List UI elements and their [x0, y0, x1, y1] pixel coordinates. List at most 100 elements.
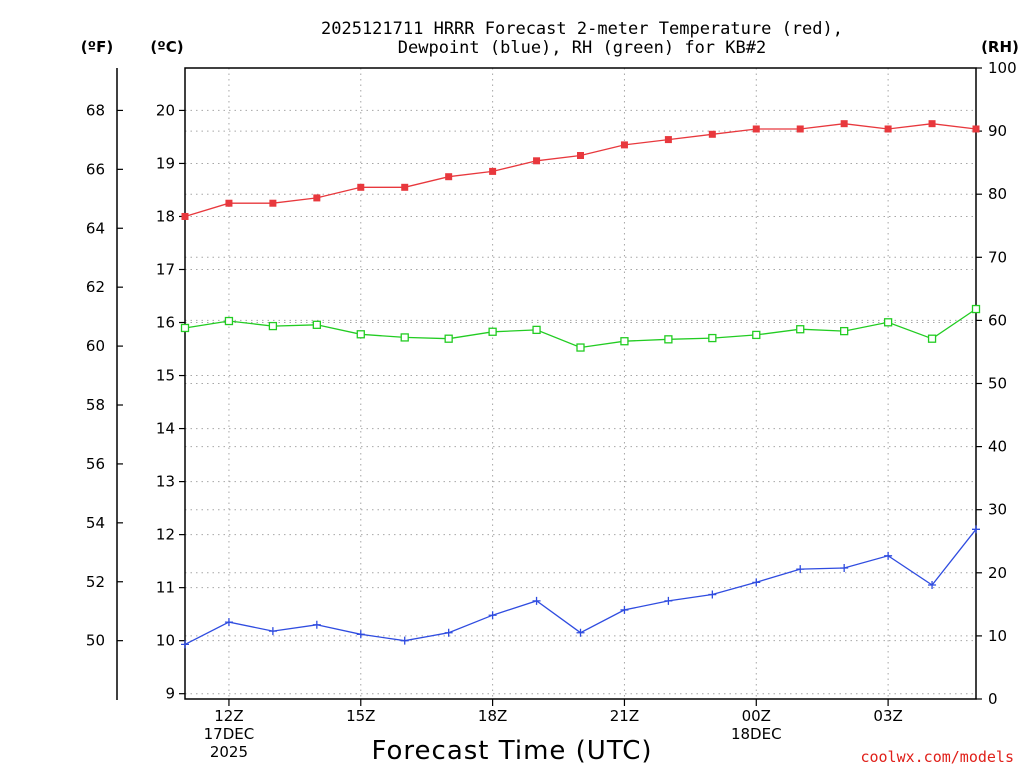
rh-point [312, 320, 321, 329]
fahrenheit-tick-label: 66 [86, 160, 105, 178]
x-tick-label: 03Z [873, 707, 902, 725]
temperature-point [928, 120, 936, 128]
x-tick-label: 18Z [478, 707, 507, 725]
x-tick-label: 21Z [610, 707, 639, 725]
temperature-point [796, 125, 804, 133]
fahrenheit-tick-label: 52 [86, 573, 105, 591]
dewpoint-point [224, 618, 233, 627]
rh-point [356, 330, 365, 339]
series-layer [180, 120, 981, 649]
fahrenheit-tick-label: 54 [86, 514, 105, 532]
celsius-tick-label: 20 [156, 101, 175, 119]
rh-point [268, 321, 278, 331]
dewpoint-point [884, 551, 893, 560]
dewpoint-point [356, 630, 365, 639]
temperature-point [972, 125, 980, 133]
chart-title-line1: 2025121711 HRRR Forecast 2-meter Tempera… [321, 19, 843, 39]
temperature-point [269, 199, 277, 207]
rh-point [444, 334, 453, 343]
rh-tick-label: 50 [988, 375, 1007, 393]
celsius-tick-label: 19 [156, 154, 175, 172]
rh-point [620, 337, 629, 346]
x-axis-title: Forecast Time (UTC) [371, 736, 652, 766]
rh-point [971, 304, 981, 314]
rh-tick-label: 80 [988, 185, 1007, 203]
temperature-point [489, 167, 497, 175]
rh-point [840, 326, 849, 336]
celsius-tick-label: 9 [165, 685, 175, 703]
fahrenheit-tick-label: 50 [86, 632, 105, 650]
celsius-tick-label: 16 [156, 314, 175, 332]
rh-point [664, 335, 673, 344]
dewpoint-point [444, 628, 453, 637]
rh-point [927, 334, 937, 343]
plot-frame [184, 67, 977, 700]
celsius-tick-label: 10 [156, 632, 175, 650]
rh-point [883, 318, 893, 327]
rh-point [532, 325, 541, 335]
temperature-point [181, 212, 189, 220]
x-tick-label: 2025 [210, 743, 248, 761]
x-tick-label: 18DEC [731, 725, 782, 743]
celsius-tick-label: 11 [156, 579, 175, 597]
dewpoint-point [708, 590, 717, 599]
celsius-tick-label: 12 [156, 526, 175, 544]
rh-tick-label: 30 [988, 501, 1007, 519]
dewpoint-line [184, 528, 977, 645]
temperature-point [752, 125, 760, 133]
dewpoint-point [620, 605, 629, 614]
temperature-line [184, 123, 977, 218]
temperature-point [357, 183, 365, 191]
temperature-point [533, 157, 541, 165]
rh-tick-label: 40 [988, 438, 1007, 456]
temperature-point [401, 183, 409, 191]
dewpoint-point [400, 636, 409, 645]
rh-point [796, 325, 805, 334]
celsius-tick-label: 13 [156, 473, 175, 491]
x-tick-label: 00Z [742, 707, 771, 725]
fahrenheit-tick-label: 64 [86, 219, 105, 237]
rh-tick-label: 20 [988, 564, 1007, 582]
fahrenheit-tick-label: 58 [86, 396, 105, 414]
rh-point [752, 330, 761, 340]
dewpoint-point [488, 611, 497, 620]
celsius-tick-label: 15 [156, 367, 175, 385]
rh-tick-label: 60 [988, 311, 1007, 329]
rh-tick-label: 0 [988, 690, 998, 708]
fahrenheit-tick-label: 60 [86, 337, 105, 355]
dewpoint-point [928, 580, 937, 589]
temperature-point [708, 130, 716, 138]
temperature-point [445, 173, 453, 181]
dewpoint-point [181, 640, 189, 649]
grid [117, 67, 982, 706]
celsius-tick-label: 18 [156, 207, 175, 225]
rh-point [400, 333, 409, 342]
rh-tick-label: 100 [988, 59, 1017, 77]
celsius-tick-label: 17 [156, 260, 175, 278]
chart-title-line2: Dewpoint (blue), RH (green) for KB#2 [398, 38, 766, 58]
x-tick-label: 15Z [346, 707, 375, 725]
rh-point [488, 327, 497, 336]
x-tick-label: 17DEC [204, 725, 255, 743]
x-tick-label: 12Z [214, 707, 243, 725]
temperature-point [884, 125, 892, 133]
temperature-point [577, 151, 584, 159]
dewpoint-point [312, 620, 321, 629]
credit-text: coolwx.com/models [860, 748, 1014, 766]
dewpoint-point [796, 565, 805, 574]
dewpoint-point [664, 596, 673, 605]
rh-tick-label: 90 [988, 122, 1007, 140]
rh-tick-label: 10 [988, 627, 1007, 645]
celsius-tick-label: 14 [156, 420, 175, 438]
dewpoint-point [972, 525, 980, 534]
dewpoint-point [576, 628, 585, 637]
temperature-point [620, 141, 628, 149]
rh-point [576, 343, 585, 352]
dewpoint-point [752, 578, 761, 587]
temperature-point [840, 120, 848, 128]
temperature-point [313, 194, 321, 202]
dewpoint-point [840, 564, 849, 573]
fahrenheit-tick-label: 62 [86, 278, 105, 296]
